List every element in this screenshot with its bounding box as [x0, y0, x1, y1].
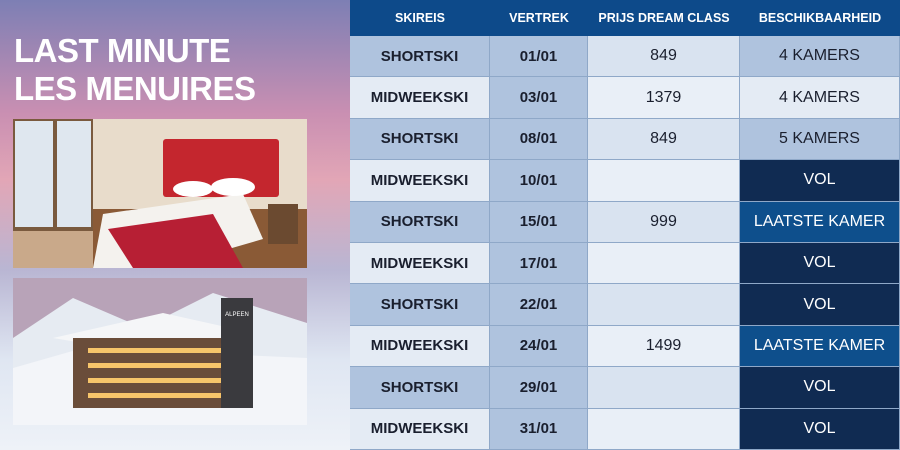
trip-cell: SHORTSKI — [350, 284, 490, 326]
left-panel: LAST MINUTE LES MENUIRES ALPEEN — [0, 0, 350, 450]
date-cell: 10/01 — [490, 160, 588, 202]
date-cell: 03/01 — [490, 77, 588, 119]
schedule-table: SKIREIS VERTREK PRIJS DREAM CLASS BESCHIKBA… — [350, 0, 900, 450]
availability-cell: VOL — [740, 284, 900, 326]
title-line: LES MENUIRES — [14, 70, 256, 107]
date-cell: 29/01 — [490, 367, 588, 409]
date-cell: 31/01 — [490, 408, 588, 450]
trip-cell: MIDWEEKSKI — [350, 160, 490, 202]
availability-cell: 5 KAMERS — [740, 118, 900, 161]
title-line: LAST MINUTE — [14, 32, 231, 69]
trip-cell: MIDWEEKSKI — [350, 325, 490, 368]
date-cell: 08/01 — [490, 118, 588, 161]
availability-cell: VOL — [740, 160, 900, 202]
price-cell: 1379 — [588, 77, 740, 119]
date-cell: 01/01 — [490, 36, 588, 78]
trip-cell: SHORTSKI — [350, 36, 490, 78]
date-cell: 22/01 — [490, 284, 588, 326]
trip-cell: MIDWEEKSKI — [350, 408, 490, 450]
availability-cell: 4 KAMERS — [740, 77, 900, 119]
room-photo — [13, 119, 307, 268]
price-cell — [588, 160, 740, 202]
price-cell: 849 — [588, 36, 740, 78]
availability-cell: 4 KAMERS — [740, 36, 900, 78]
availability-cell: VOL — [740, 243, 900, 285]
trip-cell: MIDWEEKSKI — [350, 243, 490, 285]
availability-cell: LAATSTE KAMER — [740, 201, 900, 243]
availability-cell: LAATSTE KAMER — [740, 325, 900, 368]
price-cell — [588, 408, 740, 450]
header-cell: BESCHIKBAARHEID — [740, 0, 900, 36]
header-cell: VERTREK — [490, 0, 588, 36]
photo-sign: ALPEEN — [225, 312, 249, 318]
date-cell: 17/01 — [490, 243, 588, 285]
trip-cell: SHORTSKI — [350, 201, 490, 243]
hotel-photo: ALPEEN — [13, 278, 307, 425]
trip-cell: SHORTSKI — [350, 367, 490, 409]
trip-cell: MIDWEEKSKI — [350, 77, 490, 119]
header-cell: SKIREIS — [350, 0, 490, 36]
date-cell: 15/01 — [490, 201, 588, 243]
price-cell — [588, 367, 740, 409]
trip-cell: SHORTSKI — [350, 118, 490, 161]
date-cell: 24/01 — [490, 325, 588, 368]
availability-cell: VOL — [740, 408, 900, 450]
price-cell: 849 — [588, 118, 740, 161]
header-cell: PRIJS DREAM CLASS — [588, 0, 740, 36]
price-cell — [588, 243, 740, 285]
price-cell: 1499 — [588, 325, 740, 368]
price-cell — [588, 284, 740, 326]
price-cell: 999 — [588, 201, 740, 243]
availability-cell: VOL — [740, 367, 900, 409]
